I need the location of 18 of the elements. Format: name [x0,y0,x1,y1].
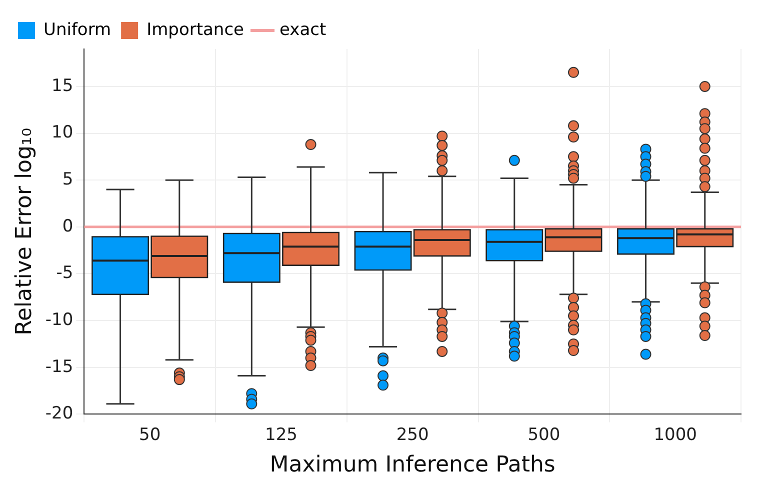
x-tick-label: 500 [528,424,560,445]
y-tick-label: 15 [52,76,74,96]
y-tick-label: 0 [62,216,74,236]
legend-label: Importance [146,20,244,40]
y-tick-label: -15 [45,356,74,377]
y-tick-label: 10 [52,122,74,143]
x-tick-label: 250 [396,424,429,445]
x-tick-label: 125 [264,424,298,445]
x-tick-label: 50 [139,424,161,445]
y-tick-label: -20 [45,404,74,424]
legend-label: Uniform [44,20,112,40]
x-tick-label: 1000 [654,424,697,445]
y-axis-title: Relative Error log₁₀ [12,128,37,336]
legend-label: exact [279,20,326,40]
x-axis-title: Maximum Inference Paths [270,452,556,478]
y-tick-label: -5 [56,263,74,284]
y-tick-label: -10 [45,310,74,330]
y-tick-label: 5 [62,170,74,190]
